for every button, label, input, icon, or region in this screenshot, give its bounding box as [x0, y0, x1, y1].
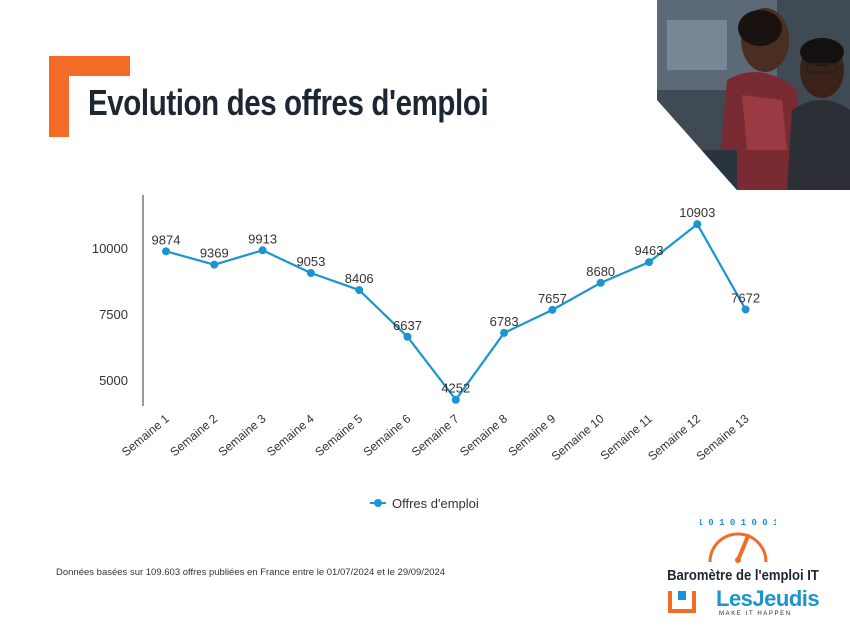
- brand-name: LesJeudis: [716, 586, 820, 611]
- data-label: 9913: [248, 231, 277, 246]
- data-point: [306, 269, 315, 278]
- lesjeudis-logo-icon: [668, 591, 696, 613]
- data-point: [258, 246, 267, 255]
- data-point: [403, 332, 412, 341]
- data-point: [693, 220, 702, 229]
- data-point: [162, 247, 170, 256]
- y-tick-label: 5000: [99, 373, 128, 388]
- y-tick-label: 10000: [92, 241, 128, 256]
- data-label: 6637: [393, 318, 422, 333]
- x-tick-label: Semaine 2: [167, 411, 220, 459]
- data-label: 9369: [200, 246, 229, 261]
- legend-label: Offres d'emploi: [392, 495, 479, 511]
- x-tick-label: Semaine 4: [264, 411, 317, 459]
- data-point: [210, 260, 219, 269]
- data-label: 4252: [441, 381, 470, 396]
- chart-legend: Offres d'emploi: [370, 493, 479, 513]
- team-photo: [657, 0, 850, 190]
- data-label: 9463: [635, 243, 664, 258]
- data-label: 7672: [731, 290, 760, 305]
- data-point: [451, 395, 460, 404]
- data-label: 10903: [679, 205, 715, 220]
- data-label: 9053: [296, 254, 325, 269]
- legend-marker-icon: [370, 497, 386, 509]
- data-point: [500, 328, 509, 337]
- brand-title: Baromètre de l'emploi IT: [667, 568, 819, 584]
- data-label: 9874: [152, 232, 181, 247]
- data-point: [741, 305, 750, 314]
- x-tick-label: Semaine 8: [457, 411, 510, 459]
- data-label: 6783: [490, 314, 519, 329]
- data-label: 8680: [586, 264, 615, 279]
- corner-accent-shape: [49, 56, 130, 137]
- data-label: 7657: [538, 291, 567, 306]
- brand-tagline: MAKE IT HAPPEN: [719, 611, 792, 617]
- data-point: [596, 278, 605, 287]
- data-source-note: Données basées sur 109.603 offres publié…: [56, 567, 446, 578]
- y-tick-label: 7500: [99, 307, 128, 322]
- page-title: Evolution des offres d'emploi: [88, 82, 489, 123]
- gauge-icon: 1 0 1 0 1 0 0 1: [700, 518, 776, 563]
- x-tick-label: Semaine 10: [549, 411, 607, 463]
- x-tick-label: Semaine 13: [693, 411, 751, 463]
- svg-text:1 0 1 0 1 0 0 1: 1 0 1 0 1 0 0 1: [700, 518, 776, 528]
- x-tick-label: Semaine 7: [409, 411, 462, 459]
- x-tick-label: Semaine 3: [216, 411, 269, 459]
- data-label: 8406: [345, 271, 374, 286]
- x-tick-label: Semaine 5: [312, 411, 365, 459]
- x-tick-label: Semaine 1: [119, 411, 172, 459]
- data-point: [645, 258, 653, 267]
- data-point: [355, 286, 364, 295]
- data-point: [548, 305, 557, 314]
- brand-block: 1 0 1 0 1 0 0 1 Baromètre de l'emploi IT…: [648, 516, 838, 624]
- x-tick-label: Semaine 6: [360, 411, 413, 459]
